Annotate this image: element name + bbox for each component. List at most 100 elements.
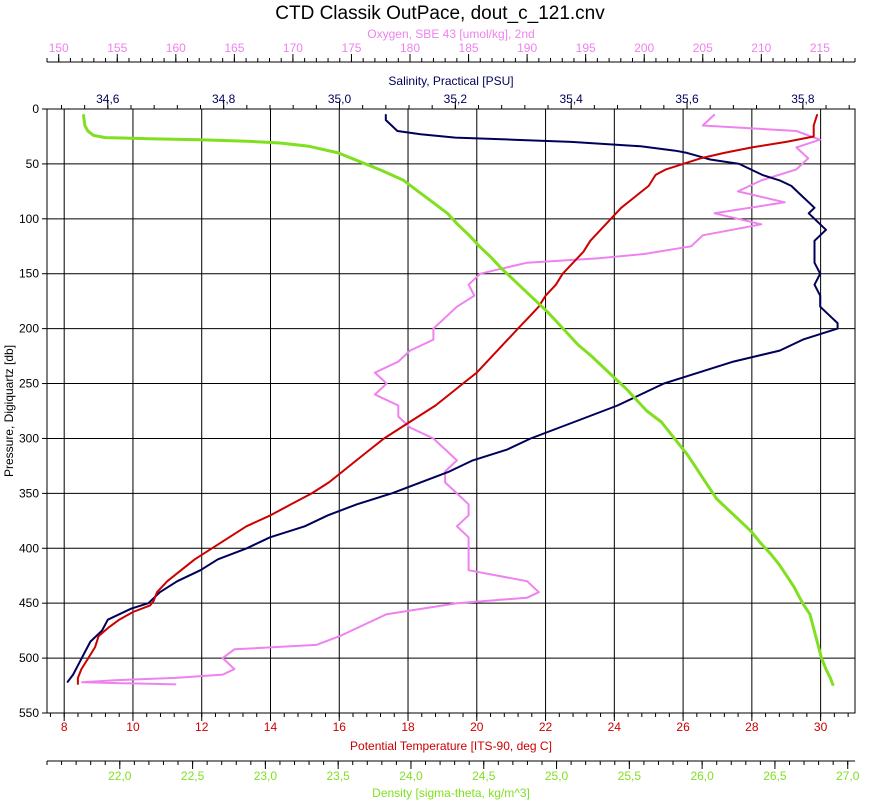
oxygen-tick-label: 175 xyxy=(341,41,361,55)
oxygen-data-point xyxy=(702,234,704,236)
density-data-point xyxy=(523,289,526,291)
salinity-data-point xyxy=(385,113,387,116)
temperature-data-point xyxy=(77,677,79,679)
salinity-data-point xyxy=(199,569,202,571)
oxygen-data-point xyxy=(526,597,528,599)
temperature-tick-label: 14 xyxy=(264,720,278,734)
salinity-data-point xyxy=(813,251,816,253)
oxygen-data-point xyxy=(315,644,317,646)
oxygen-data-point xyxy=(444,470,446,472)
oxygen-tick-label: 210 xyxy=(751,41,771,55)
salinity-data-point xyxy=(825,229,827,231)
salinity-tick-label: 35,4 xyxy=(560,92,584,106)
temperature-data-point xyxy=(417,415,419,418)
temperature-data-point xyxy=(290,503,292,505)
salinity-tick-label: 35,0 xyxy=(328,92,352,106)
y-tick-label: 250 xyxy=(19,377,39,391)
salinity-tick-label: 34,6 xyxy=(96,92,120,106)
temperature-data-point xyxy=(634,196,636,198)
temperature-data-point xyxy=(462,382,464,385)
density-data-point xyxy=(104,137,106,139)
temperature-data-point xyxy=(620,207,622,209)
salinity-data-point xyxy=(837,328,839,330)
oxygen-data-point xyxy=(468,503,470,505)
oxygen-data-point xyxy=(468,547,470,549)
salinity-data-point xyxy=(449,470,451,472)
temperature-data-point xyxy=(538,306,540,308)
density-data-point xyxy=(701,476,703,478)
density-data-point xyxy=(799,597,801,599)
plot-frame xyxy=(46,108,856,714)
salinity-data-point xyxy=(698,155,700,157)
oxygen-data-point xyxy=(690,245,692,247)
salinity-data-point xyxy=(813,262,816,264)
salinity-data-point xyxy=(819,333,821,335)
oxygen-data-point xyxy=(456,602,458,604)
density-data-point xyxy=(557,322,559,324)
salinity-data-point xyxy=(570,141,572,143)
oxygen-data-point xyxy=(819,139,821,141)
temperature-tick-label: 30 xyxy=(814,720,828,734)
temperature-data-point xyxy=(496,350,498,352)
salinity-data-point xyxy=(506,448,509,450)
oxygen-series-line xyxy=(81,113,821,686)
oxygen-data-point xyxy=(175,677,177,679)
density-data-point xyxy=(199,139,201,141)
temperature-data-point xyxy=(545,295,547,297)
temperature-data-point xyxy=(166,580,168,582)
temperature-tick-label: 8 xyxy=(61,720,68,734)
temperature-data-point xyxy=(342,470,344,472)
oxygen-data-point xyxy=(737,190,739,192)
salinity-data-point xyxy=(420,481,422,483)
temperature-tick-label: 24 xyxy=(608,720,622,734)
salinity-data-point xyxy=(790,344,792,346)
oxygen-data-point xyxy=(222,657,224,659)
temperature-data-point xyxy=(600,229,602,231)
oxygen-data-point xyxy=(397,415,399,418)
oxygen-tick-label: 215 xyxy=(810,41,830,55)
oxygen-data-point xyxy=(444,448,446,450)
density-data-point xyxy=(809,613,811,615)
temperature-data-point xyxy=(156,591,158,593)
density-data-point xyxy=(478,245,480,247)
y-tick-label: 100 xyxy=(19,212,39,226)
density-data-point xyxy=(636,399,638,401)
density-data-point xyxy=(250,140,252,142)
oxygen-data-point xyxy=(456,525,458,527)
oxygen-data-point xyxy=(760,223,762,225)
oxygen-tick-label: 165 xyxy=(224,41,244,55)
temperature-data-point xyxy=(80,668,82,670)
density-data-point xyxy=(759,542,762,544)
salinity-data-point xyxy=(327,514,329,516)
density-data-point xyxy=(93,134,95,136)
y-tick-label: 300 xyxy=(19,431,39,445)
oxygen-data-point xyxy=(432,328,434,330)
oxygen-data-point xyxy=(784,201,786,203)
density-axis-title: Density [sigma-theta, kg/m^3] xyxy=(372,786,530,800)
density-tick-label: 23,0 xyxy=(254,769,278,783)
oxygen-data-point xyxy=(807,157,809,159)
oxygen-data-point xyxy=(702,124,704,127)
salinity-data-point xyxy=(674,150,677,152)
salinity-data-point xyxy=(396,130,398,132)
salinity-tick-label: 35,8 xyxy=(791,92,815,106)
temperature-data-point xyxy=(699,157,701,159)
temperature-series-group xyxy=(76,113,819,686)
salinity-data-point xyxy=(796,190,798,192)
salinity-data-point xyxy=(808,201,810,203)
oxygen-data-point xyxy=(643,253,645,255)
density-tick-label: 22,5 xyxy=(181,769,205,783)
temperature-data-point xyxy=(723,152,725,154)
temperature-data-point xyxy=(108,626,110,628)
temperature-data-point xyxy=(228,536,230,538)
oxygen-data-point xyxy=(374,372,376,374)
density-tick-label: 22,0 xyxy=(108,769,132,783)
density-data-point xyxy=(490,256,492,258)
density-data-point xyxy=(716,498,718,500)
density-tick-label: 23,5 xyxy=(326,769,350,783)
density-data-point xyxy=(87,130,89,132)
oxygen-data-point xyxy=(713,113,716,116)
density-data-point xyxy=(812,624,814,626)
density-data-point xyxy=(786,575,788,577)
